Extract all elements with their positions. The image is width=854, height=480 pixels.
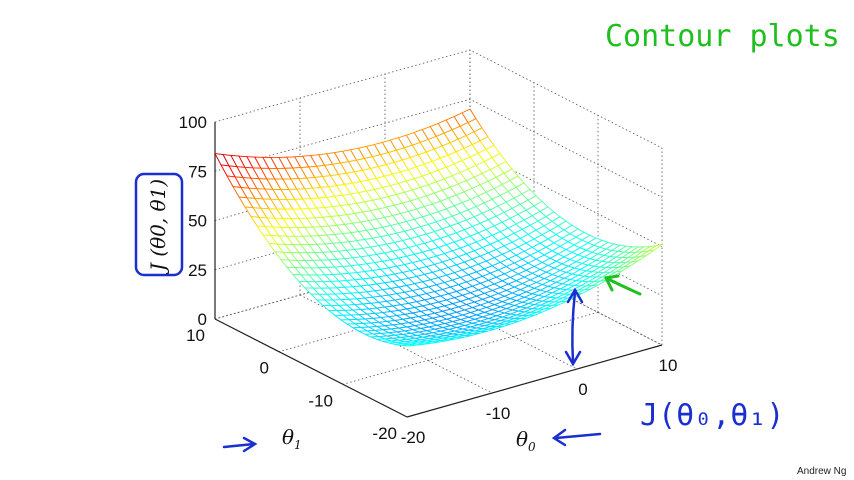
theta0-pointer-arrow-icon: [551, 428, 602, 447]
grid-line-z: [214, 98, 663, 198]
contour-plots-heading: Contour plots: [605, 19, 840, 54]
surface-mesh: [214, 108, 663, 347]
z-tick-label: 25: [188, 261, 207, 280]
surface-cell: [400, 344, 416, 347]
z-axis-label: J (θ0, θ1): [146, 179, 170, 275]
theta1-tick-label: -10: [308, 391, 333, 410]
theta1-pointer-arrow-icon: [222, 436, 258, 453]
theta0-tick-label: -10: [486, 404, 511, 423]
theta0-tick-label: -20: [401, 428, 426, 447]
z-tick-label: 50: [188, 212, 207, 231]
theta1-axis-label: θ1: [282, 425, 302, 452]
grid-line-theta1-floor: [342, 311, 599, 385]
height-double-arrow-icon: [564, 287, 584, 367]
z-tick-label: 75: [188, 162, 207, 181]
handwritten-formula: J(θ₀,θ₁): [640, 398, 785, 433]
theta0-axis-label: θ0: [516, 427, 536, 454]
theta1-tick-label: 10: [186, 326, 205, 345]
theta0-tick-label: 10: [659, 356, 678, 375]
theta0-axis-line: [406, 344, 663, 418]
theta1-tick-label: 0: [260, 359, 269, 378]
ylabel-highlight-box: [134, 172, 184, 277]
theta1-tick-label: -20: [372, 424, 397, 443]
z-tick-label: 100: [179, 113, 207, 132]
author-credit: Andrew Ng: [797, 466, 846, 477]
z-tick-label: 0: [198, 310, 207, 329]
theta0-tick-label: 0: [578, 380, 587, 399]
green-arrow-icon: [604, 274, 642, 296]
theta1-axis-line: [214, 318, 408, 418]
